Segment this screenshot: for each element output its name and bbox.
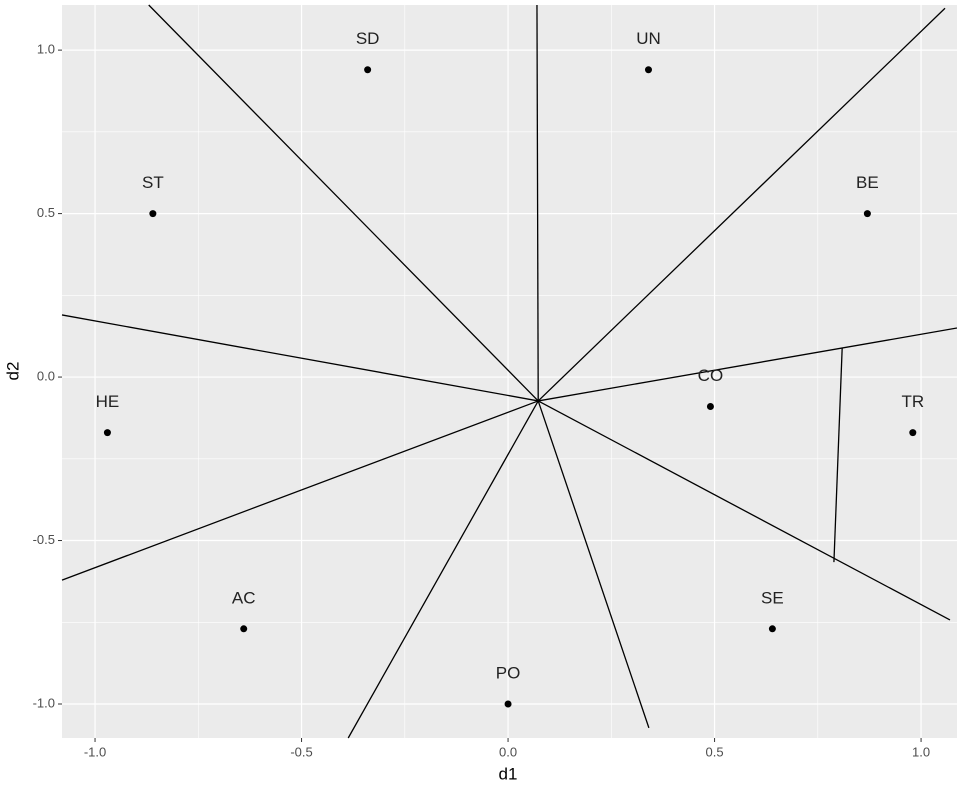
point-label: UN bbox=[636, 29, 661, 48]
point bbox=[504, 700, 512, 708]
point bbox=[149, 210, 157, 218]
segment bbox=[347, 400, 539, 739]
x-axis-label: d1 bbox=[499, 764, 518, 783]
point bbox=[863, 210, 871, 218]
x-tick-label: -0.5 bbox=[290, 744, 312, 759]
point bbox=[768, 625, 776, 633]
segment bbox=[537, 400, 650, 729]
point bbox=[644, 66, 652, 74]
point bbox=[240, 625, 248, 633]
point-label: HE bbox=[96, 392, 120, 411]
y-axis-label: d2 bbox=[3, 362, 22, 381]
y-tick-label: -1.0 bbox=[33, 695, 55, 710]
point bbox=[909, 429, 917, 437]
point bbox=[103, 429, 111, 437]
segment bbox=[148, 4, 539, 402]
point-label: SD bbox=[356, 29, 380, 48]
segment bbox=[61, 314, 539, 402]
x-tick-label: 0.5 bbox=[706, 744, 724, 759]
y-tick-label: 1.0 bbox=[37, 42, 55, 57]
point bbox=[706, 402, 714, 410]
point-label: AC bbox=[232, 588, 256, 607]
y-tick-label: -0.5 bbox=[33, 532, 55, 547]
segment bbox=[537, 400, 951, 621]
y-tick-label: 0.0 bbox=[37, 368, 55, 383]
segment bbox=[538, 327, 957, 402]
point-label: TR bbox=[901, 392, 924, 411]
point-label: CO bbox=[698, 366, 724, 385]
segment bbox=[833, 347, 843, 563]
point-label: ST bbox=[142, 173, 164, 192]
segment bbox=[61, 400, 539, 581]
segment bbox=[537, 7, 946, 402]
point-label: SE bbox=[761, 588, 784, 607]
point-label: BE bbox=[856, 173, 879, 192]
x-tick-label: -1.0 bbox=[84, 744, 106, 759]
x-tick-label: 1.0 bbox=[912, 744, 930, 759]
point bbox=[364, 66, 372, 74]
point-label: PO bbox=[496, 663, 521, 682]
x-tick-label: 0.0 bbox=[499, 744, 517, 759]
y-tick-label: 0.5 bbox=[37, 205, 55, 220]
segment bbox=[536, 4, 539, 401]
